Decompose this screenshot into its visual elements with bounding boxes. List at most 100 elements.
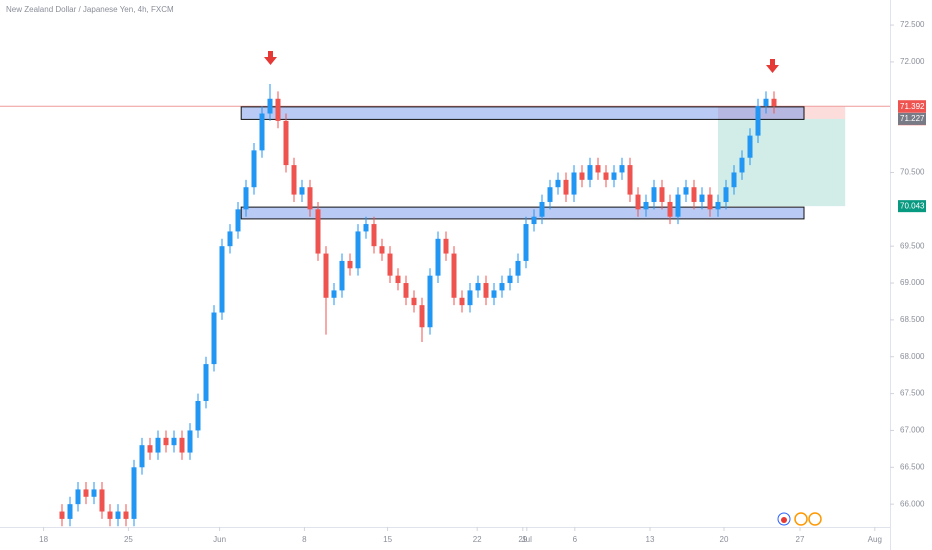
- candle-body: [595, 165, 601, 173]
- x-tick-label: 25: [124, 535, 133, 544]
- candle-body: [227, 231, 233, 247]
- candle-body: [739, 157, 745, 173]
- x-tick-label: 27: [796, 535, 805, 544]
- candle-body: [507, 275, 513, 284]
- price-label-box: [898, 200, 926, 213]
- x-tick-label: 29: [518, 535, 527, 544]
- candle-body: [123, 511, 129, 519]
- y-tick-label: 66.500: [900, 462, 925, 471]
- candle-body: [147, 445, 153, 453]
- candle-body: [475, 283, 481, 291]
- position-target-area: [718, 118, 846, 207]
- candle-body: [387, 253, 393, 276]
- y-tick-label: 70.500: [900, 168, 925, 177]
- candle-body: [379, 246, 385, 254]
- candle-body: [499, 283, 505, 291]
- candle-body: [83, 489, 89, 497]
- y-tick-label: 68.000: [900, 352, 925, 361]
- candle-body: [747, 135, 753, 158]
- candle-body: [667, 201, 673, 217]
- candle-body: [579, 172, 585, 180]
- candle-body: [395, 275, 401, 284]
- candle-body: [347, 260, 353, 269]
- x-tick-label: 18: [39, 535, 48, 544]
- candle-body: [75, 489, 81, 505]
- x-tick-label: 22: [473, 535, 482, 544]
- x-tick-label: 15: [383, 535, 392, 544]
- candle-body: [683, 187, 689, 195]
- candle-body: [651, 187, 657, 202]
- candle-body: [755, 106, 761, 136]
- price-label: 71.227: [898, 112, 926, 125]
- price-label-text: 71.392: [900, 102, 925, 111]
- candle-body: [555, 179, 561, 188]
- candle-body: [59, 511, 65, 519]
- candle-body: [235, 209, 241, 232]
- candle-body: [155, 437, 161, 453]
- x-tick-label: Jun: [213, 535, 226, 544]
- candle-body: [563, 179, 569, 195]
- candle-body: [675, 194, 681, 217]
- position-stop-area: [718, 106, 846, 119]
- candle-body: [731, 172, 737, 188]
- price-label-box: [898, 112, 926, 125]
- candle-body: [763, 98, 769, 107]
- candle-body: [331, 290, 337, 298]
- candle-body: [339, 260, 345, 291]
- price-label: 70.043: [898, 200, 926, 213]
- candle-body: [459, 297, 465, 306]
- candle-body: [699, 194, 705, 202]
- candle-body: [467, 290, 473, 306]
- candle-body: [515, 260, 521, 276]
- candle-body: [771, 98, 777, 107]
- candle-body: [715, 201, 721, 210]
- y-tick-label: 67.500: [900, 389, 925, 398]
- candle-body: [67, 504, 73, 519]
- candle-body: [211, 312, 217, 365]
- y-tick-label: 69.500: [900, 241, 925, 250]
- candle-body: [707, 194, 713, 210]
- candle-body: [627, 165, 633, 195]
- price-label-text: 70.043: [900, 201, 925, 210]
- x-tick-label: 6: [573, 535, 578, 544]
- candle-body: [275, 98, 281, 121]
- candle-body: [107, 511, 113, 519]
- candle-body: [571, 172, 577, 195]
- y-tick-label: 69.000: [900, 278, 925, 287]
- candle-body: [283, 120, 289, 166]
- price-label-text: 71.227: [900, 114, 925, 123]
- price-label-box: [898, 100, 926, 113]
- bottom-icons: [777, 512, 822, 526]
- candle-body: [483, 283, 489, 298]
- x-tick-label: 20: [720, 535, 729, 544]
- candle-body: [427, 275, 433, 328]
- candle-body: [363, 224, 369, 232]
- zone: [240, 206, 805, 220]
- candle-body: [187, 430, 193, 453]
- candle-body: [91, 489, 97, 497]
- candle-body: [723, 187, 729, 202]
- candle-body: [619, 165, 625, 173]
- candle-body: [411, 297, 417, 306]
- candle-body: [443, 238, 449, 254]
- candle-body: [659, 187, 665, 202]
- x-tick-label: Jul: [522, 535, 532, 544]
- candle-body: [307, 187, 313, 210]
- candle-body: [611, 172, 617, 180]
- y-tick-label: 67.000: [900, 426, 925, 435]
- x-tick-label: Aug: [868, 535, 882, 544]
- candle-body: [523, 224, 529, 261]
- candle-body: [435, 238, 441, 276]
- candle-body: [587, 165, 593, 180]
- candle-body: [419, 305, 425, 328]
- candle-body: [451, 253, 457, 298]
- candle-body: [259, 113, 265, 151]
- candle-body: [251, 150, 257, 188]
- candle-body: [171, 437, 177, 446]
- candle-body: [635, 194, 641, 210]
- arrow-right: [766, 59, 779, 73]
- candle-body: [195, 400, 201, 431]
- candle-body: [691, 187, 697, 202]
